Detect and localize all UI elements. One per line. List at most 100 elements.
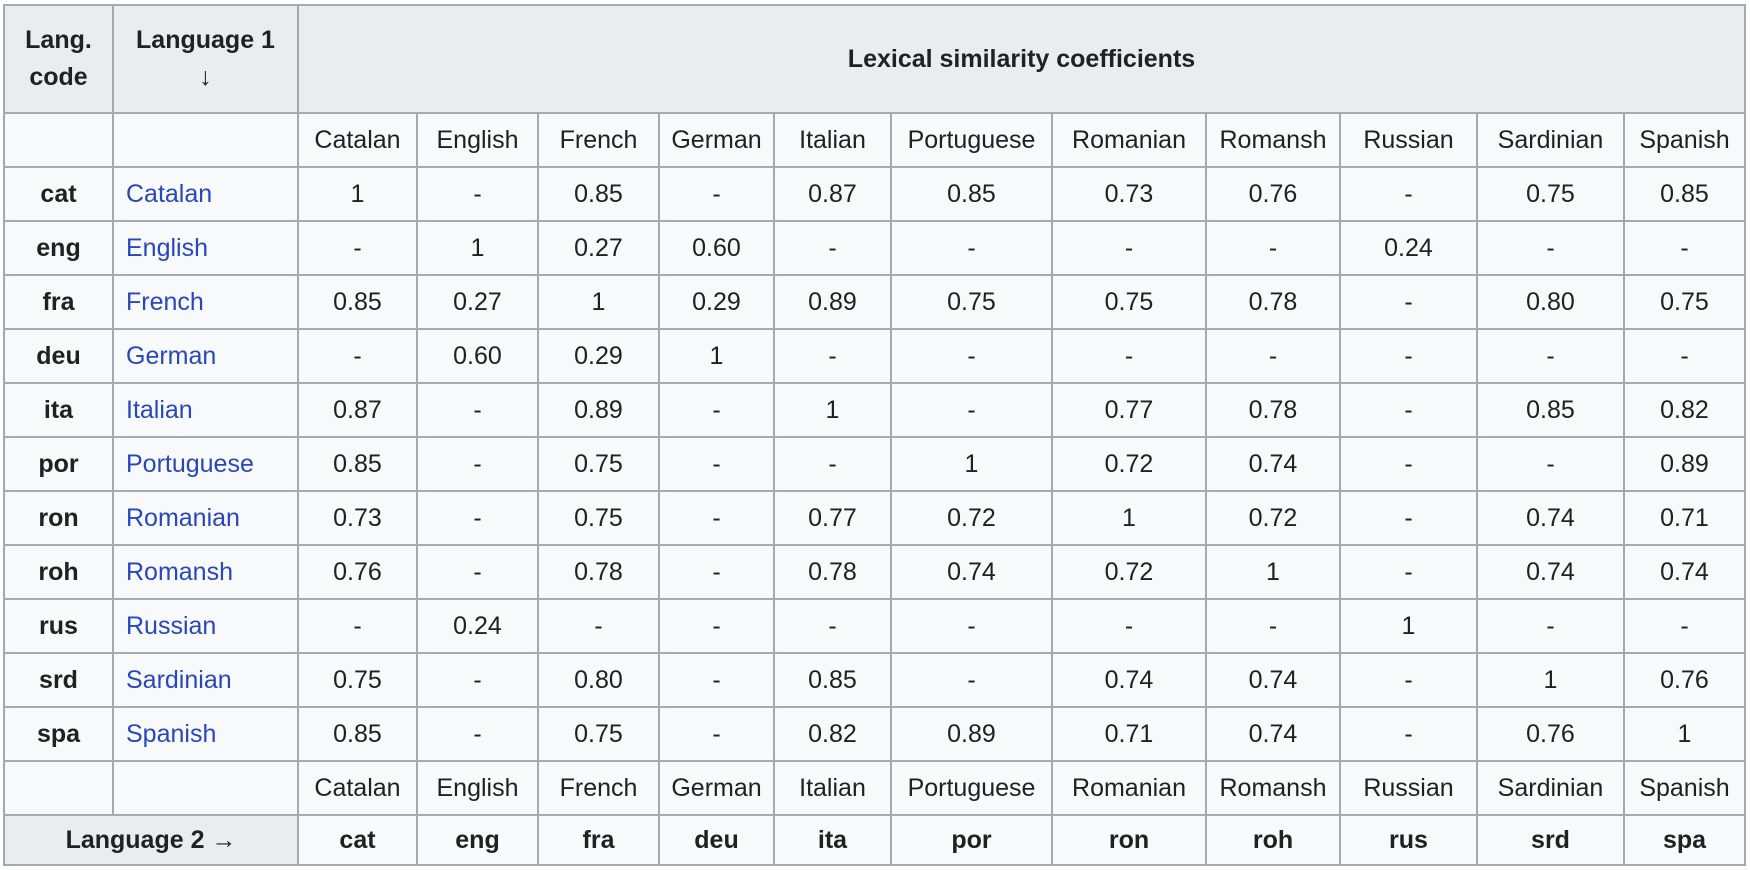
lang-code-cell: rus: [3, 598, 114, 654]
column-name-cell: English: [416, 760, 539, 816]
similarity-value-cell: 0.76: [1205, 166, 1341, 222]
similarity-value-cell: -: [416, 706, 539, 762]
similarity-value-cell: 0.76: [1476, 706, 1625, 762]
language-link[interactable]: Portuguese: [126, 449, 254, 478]
similarity-value-cell: 0.75: [1476, 166, 1625, 222]
column-name-cell: Catalan: [297, 760, 418, 816]
language-name-cell: French: [112, 274, 299, 330]
column-name-cell: Portuguese: [890, 112, 1053, 168]
similarity-value-cell: 0.78: [537, 544, 660, 600]
similarity-value-cell: 0.29: [658, 274, 775, 330]
similarity-value-cell: -: [773, 436, 892, 492]
similarity-value-cell: -: [890, 652, 1053, 708]
similarity-value-cell: 0.76: [1623, 652, 1746, 708]
similarity-value-cell: 0.75: [1623, 274, 1746, 330]
language-link[interactable]: French: [126, 287, 204, 316]
similarity-value-cell: 0.80: [1476, 274, 1625, 330]
similarity-value-cell: 1: [773, 382, 892, 438]
column-name-cell: Romansh: [1205, 760, 1341, 816]
lang-code-cell: ron: [3, 490, 114, 546]
footer-code-cell: srd: [1476, 814, 1625, 866]
similarity-value-cell: -: [773, 220, 892, 276]
similarity-value-cell: 0.85: [297, 436, 418, 492]
similarity-value-cell: -: [1476, 328, 1625, 384]
footer-code-cell: roh: [1205, 814, 1341, 866]
footer-code-cell: deu: [658, 814, 775, 866]
table-row: eng English -1 0.27 0.60- - - -0.24- -: [3, 220, 1746, 276]
similarity-value-cell: 0.85: [773, 652, 892, 708]
empty-cell: [112, 112, 299, 168]
footer-code-cell: spa: [1623, 814, 1746, 866]
similarity-value-cell: -: [658, 436, 775, 492]
language-link[interactable]: Sardinian: [126, 665, 232, 694]
footer-code-cell: rus: [1339, 814, 1478, 866]
similarity-value-cell: 0.87: [297, 382, 418, 438]
column-name-cell: French: [537, 112, 660, 168]
lang-code-header-line2: code: [29, 63, 88, 91]
similarity-value-cell: -: [297, 598, 418, 654]
similarity-value-cell: -: [1051, 328, 1207, 384]
column-name-cell: Italian: [773, 760, 892, 816]
similarity-value-cell: -: [1476, 598, 1625, 654]
lang-code-cell: fra: [3, 274, 114, 330]
similarity-value-cell: 0.80: [537, 652, 660, 708]
column-name-cell: German: [658, 112, 775, 168]
similarity-value-cell: 0.87: [773, 166, 892, 222]
similarity-value-cell: 0.85: [1623, 166, 1746, 222]
similarity-value-cell: 1: [1339, 598, 1478, 654]
similarity-value-cell: 0.78: [1205, 274, 1341, 330]
similarity-value-cell: -: [1339, 166, 1478, 222]
language-link[interactable]: Italian: [126, 395, 193, 424]
similarity-value-cell: -: [1476, 220, 1625, 276]
similarity-value-cell: -: [1623, 598, 1746, 654]
footer-code-cell: ita: [773, 814, 892, 866]
similarity-value-cell: 0.85: [1476, 382, 1625, 438]
similarity-value-cell: -: [658, 382, 775, 438]
similarity-value-cell: 0.74: [890, 544, 1053, 600]
language-link[interactable]: English: [126, 233, 208, 262]
lang-code-cell: deu: [3, 328, 114, 384]
similarity-value-cell: 0.89: [1623, 436, 1746, 492]
column-name-cell: Italian: [773, 112, 892, 168]
similarity-value-cell: -: [416, 382, 539, 438]
lang-code-cell: eng: [3, 220, 114, 276]
similarity-value-cell: -: [890, 382, 1053, 438]
similarity-value-cell: -: [1623, 328, 1746, 384]
similarity-value-cell: 1: [1623, 706, 1746, 762]
empty-cell: [112, 760, 299, 816]
similarity-value-cell: -: [1339, 652, 1478, 708]
footer-code-cell: cat: [297, 814, 418, 866]
similarity-value-cell: 0.75: [537, 490, 660, 546]
table-row: roh Romansh 0.76-0.78-0.78 0.74 0.72 1-0.74 0.…: [3, 544, 1746, 600]
similarity-value-cell: -: [658, 706, 775, 762]
lang-code-header: Lang. code: [3, 4, 114, 114]
language-link[interactable]: Romansh: [126, 557, 233, 586]
similarity-value-cell: -: [658, 598, 775, 654]
language-link[interactable]: Romanian: [126, 503, 240, 532]
similarity-value-cell: -: [1051, 598, 1207, 654]
column-names-row-bottom: Catalan English French German Italian Portugu…: [3, 760, 1746, 816]
language-name-cell: Italian: [112, 382, 299, 438]
similarity-value-cell: -: [1339, 544, 1478, 600]
similarity-value-cell: 0.72: [1051, 544, 1207, 600]
similarity-value-cell: -: [1339, 274, 1478, 330]
similarity-value-cell: -: [1205, 328, 1341, 384]
similarity-value-cell: -: [1339, 706, 1478, 762]
similarity-value-cell: 1: [416, 220, 539, 276]
similarity-value-cell: -: [1476, 436, 1625, 492]
language-link[interactable]: Catalan: [126, 179, 213, 208]
language-link[interactable]: Russian: [126, 611, 217, 640]
table-row: rus Russian -0.24- - - - - -1- -: [3, 598, 1746, 654]
column-name-cell: Romanian: [1051, 760, 1207, 816]
language-link[interactable]: German: [126, 341, 217, 370]
similarity-value-cell: 0.73: [1051, 166, 1207, 222]
similarity-value-cell: -: [1339, 382, 1478, 438]
table-row: ron Romanian 0.73-0.75-0.77 0.72 1 0.72-0.74 0…: [3, 490, 1746, 546]
similarity-value-cell: -: [416, 544, 539, 600]
lang-code-cell: ita: [3, 382, 114, 438]
similarity-value-cell: 1: [297, 166, 418, 222]
similarity-value-cell: 0.75: [537, 436, 660, 492]
language-name-cell: Romanian: [112, 490, 299, 546]
similarity-value-cell: -: [773, 598, 892, 654]
language-link[interactable]: Spanish: [126, 719, 217, 748]
